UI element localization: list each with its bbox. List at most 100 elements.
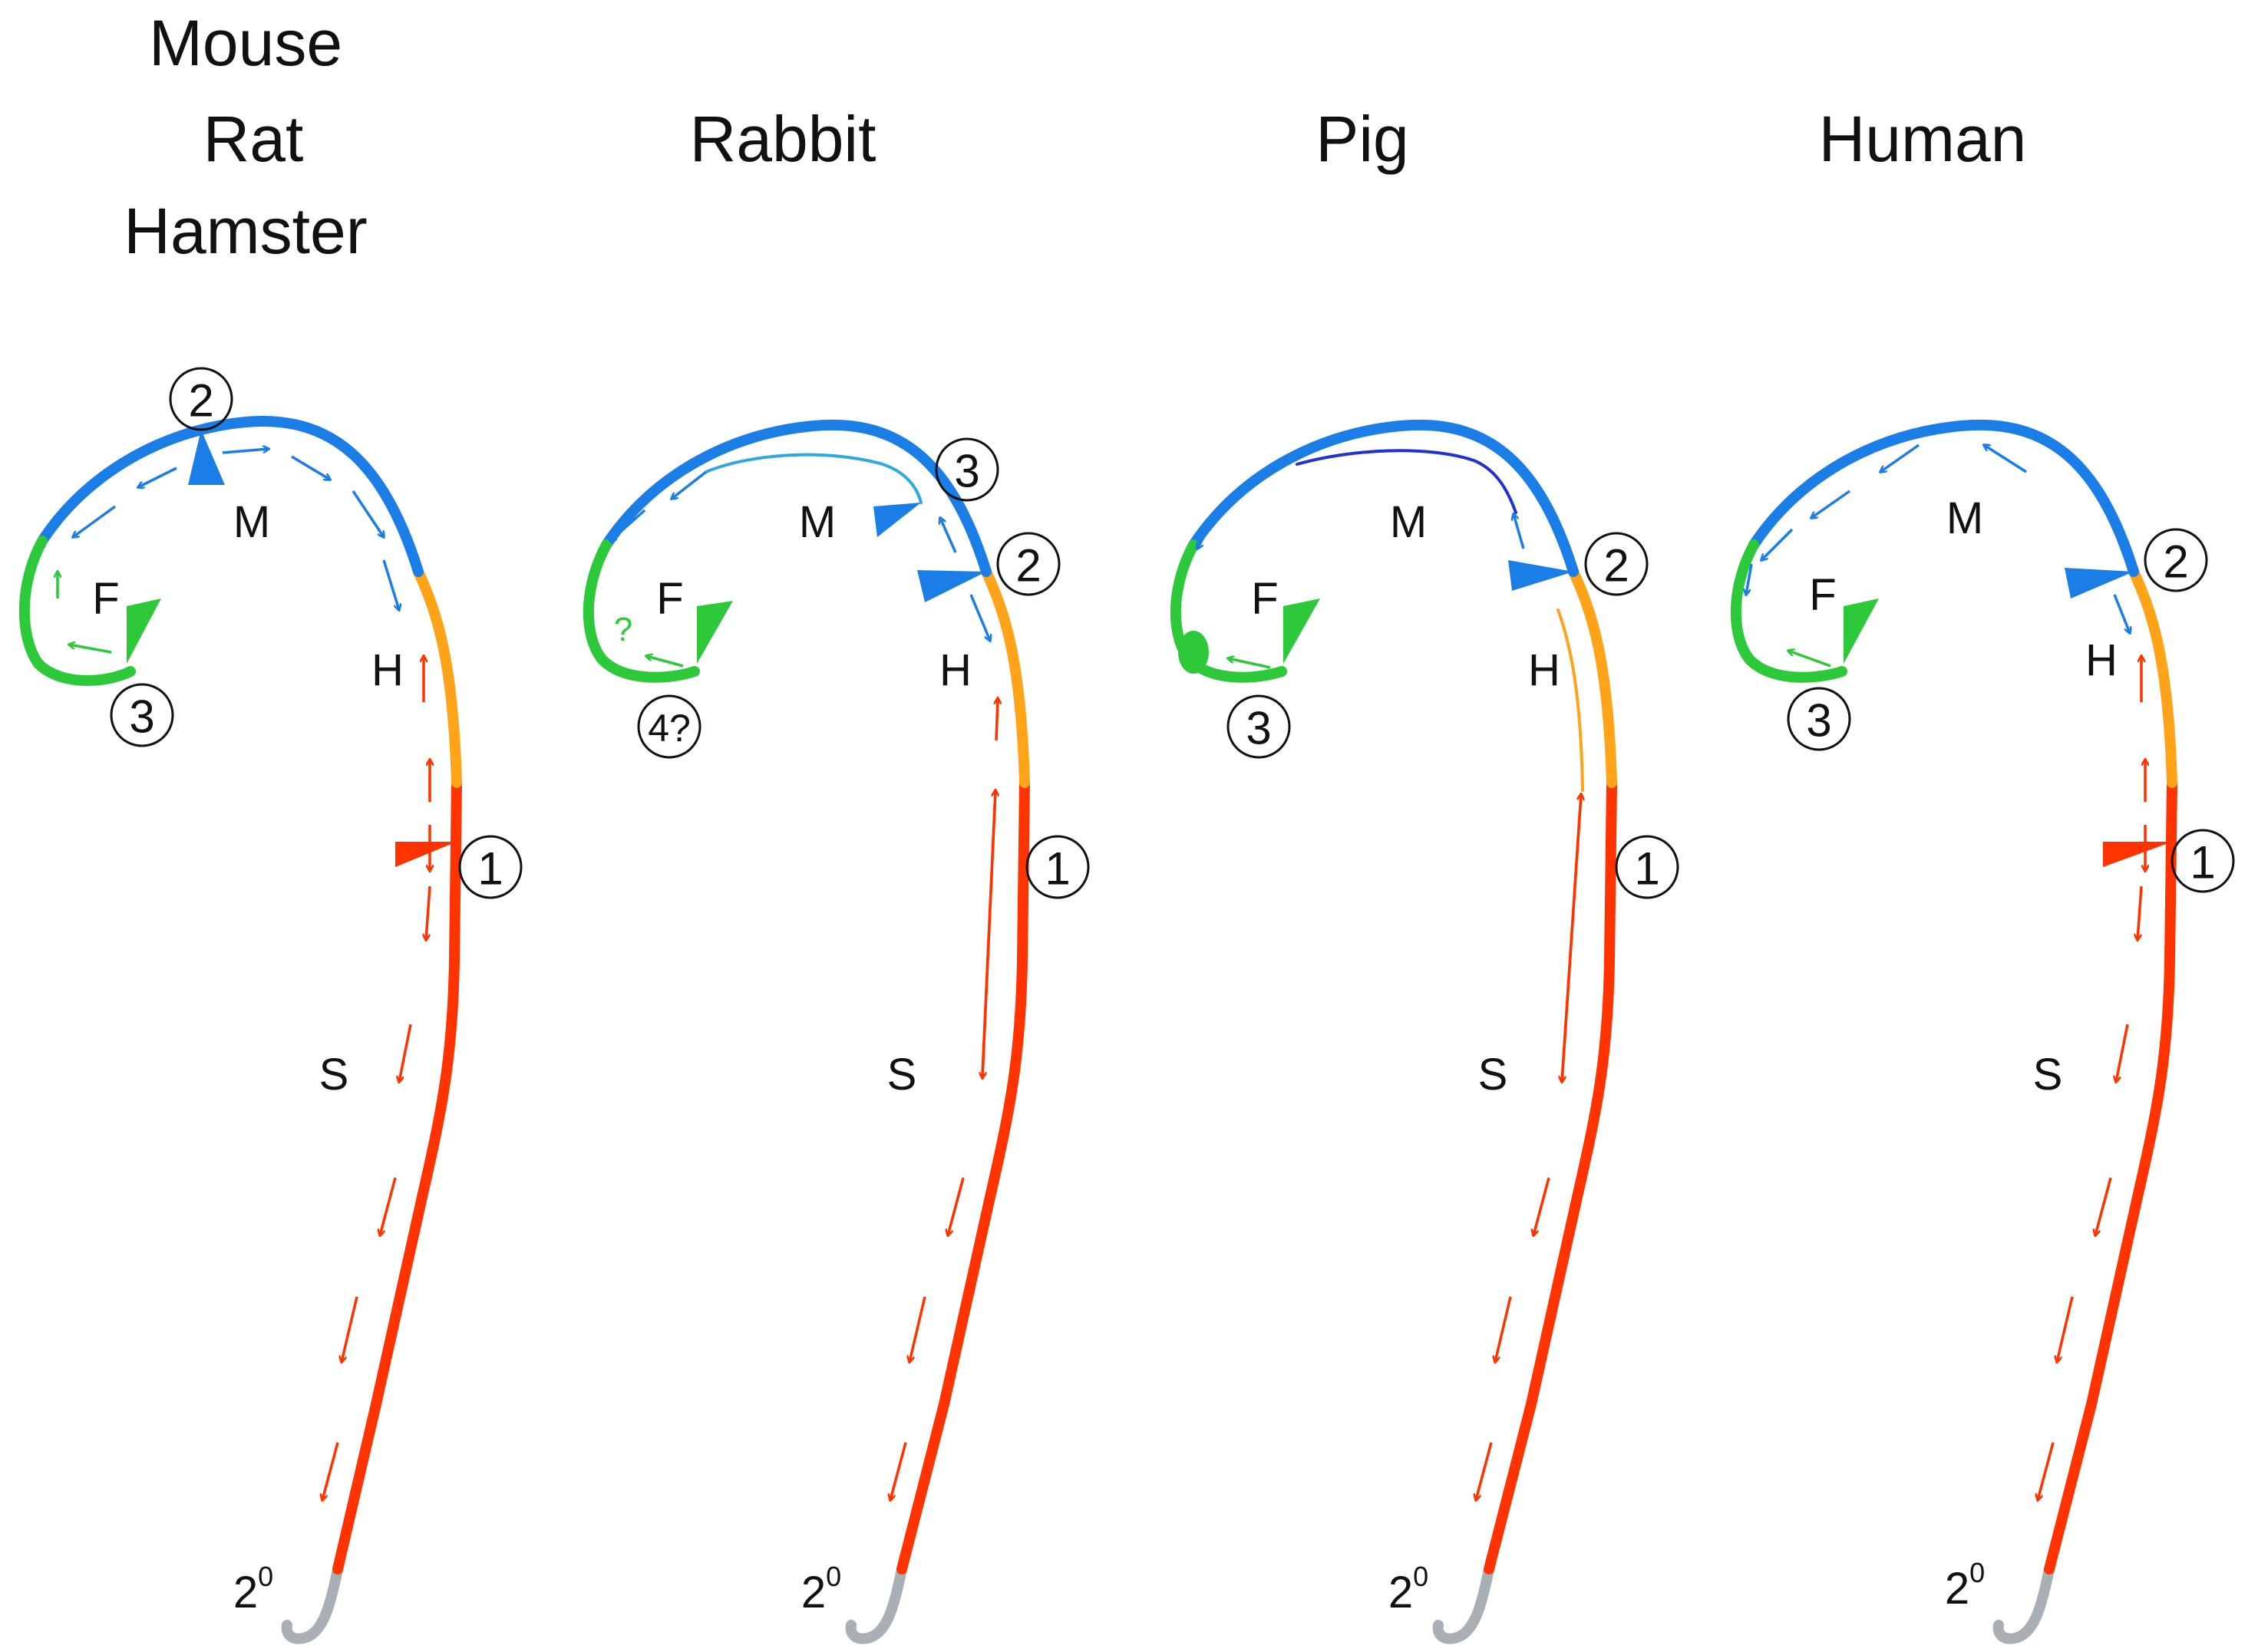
segment-label: F <box>1251 574 1278 624</box>
arrow <box>2038 1442 2055 1500</box>
panel-mouse: Mouse Rat Hamster <box>18 7 523 1644</box>
arrow <box>890 1442 907 1500</box>
arrow <box>222 449 269 454</box>
segment-F <box>583 539 700 683</box>
bulge <box>1178 631 1209 674</box>
arrow <box>1562 793 1583 1082</box>
segment-S <box>2044 777 2177 1575</box>
arrow <box>646 656 684 668</box>
segment-labels: S H M F 20 <box>1251 497 1560 1617</box>
epididymis-duct <box>583 419 1030 1644</box>
segment-labels: S H M F 20 <box>1809 493 2118 1614</box>
segment-F <box>18 536 136 686</box>
segment-tail <box>845 1564 907 1644</box>
segment-S <box>332 777 462 1575</box>
segment-M <box>37 416 424 577</box>
marker-circle <box>637 694 701 759</box>
segment-label: S <box>1478 1050 1508 1100</box>
segment-label: H <box>2085 635 2118 685</box>
arrow <box>1761 528 1794 560</box>
arrow <box>380 1177 397 1235</box>
arrow <box>322 1442 339 1500</box>
marker-number: 3 <box>129 691 154 743</box>
arrow <box>940 518 957 553</box>
segment-tail <box>281 1564 343 1644</box>
panel-title-line: Mouse <box>149 7 342 79</box>
numbered-markers <box>1787 528 2235 893</box>
arrow <box>1788 651 1831 668</box>
arrow <box>382 559 399 610</box>
segment-label: M <box>1390 497 1427 547</box>
arrow <box>69 645 112 654</box>
arrow <box>426 885 431 940</box>
panel-title: Pig <box>1316 103 1408 175</box>
tail-label: 20 <box>801 1561 841 1617</box>
segment-tail <box>1432 1564 1494 1644</box>
arrow <box>291 455 330 480</box>
segment-S <box>1484 777 1617 1575</box>
arrow <box>948 1177 965 1235</box>
segment-labels: S H M F 20 <box>92 497 404 1617</box>
marker-number: 2 <box>2163 536 2188 588</box>
marker-wedge <box>188 430 225 485</box>
segment-label: S <box>319 1050 349 1100</box>
marker-circle <box>935 437 999 502</box>
marker-number: 3 <box>1806 695 1831 747</box>
marker-wedges <box>1844 568 2172 867</box>
panel-title-line: Hamster <box>124 195 367 267</box>
arrow <box>1811 490 1851 518</box>
arrow <box>73 505 117 537</box>
marker-circle <box>110 683 174 747</box>
segment-H <box>2128 566 2177 788</box>
panel-title: Rabbit <box>690 103 876 175</box>
inner-orange-channel <box>1557 608 1584 792</box>
marker-wedges <box>127 430 457 867</box>
marker-circle <box>996 532 1061 596</box>
arrow <box>1495 1296 1512 1362</box>
panel-title-line: Rat <box>203 103 304 175</box>
marker-number: 1 <box>2190 837 2215 889</box>
segment-F <box>1730 539 1847 683</box>
arrow <box>2095 1177 2112 1235</box>
marker-wedges <box>1283 560 1573 664</box>
segment-M <box>1188 419 1579 577</box>
segment-label: S <box>887 1050 917 1100</box>
arrow <box>1880 444 1920 472</box>
marker-wedge <box>917 570 986 602</box>
segment-label: F <box>1809 570 1836 620</box>
inner-dark-blue-channel <box>1296 449 1517 514</box>
arrow <box>1514 514 1525 549</box>
panel-human: Human <box>1730 103 2235 1644</box>
marker-number: 4? <box>648 707 691 750</box>
tail-label: 20 <box>233 1561 273 1617</box>
marker-circle <box>458 835 523 899</box>
uncertainty-note: ? <box>614 611 632 648</box>
marker-wedge <box>697 601 733 664</box>
marker-wedge <box>2065 568 2134 598</box>
marker-wedge <box>1844 598 1879 664</box>
marker-circle <box>1615 835 1679 899</box>
arrow <box>2113 594 2130 633</box>
segment-label: M <box>233 497 270 547</box>
marker-wedge <box>873 503 921 537</box>
segment-M <box>601 419 992 577</box>
epididymis-duct <box>18 416 462 1644</box>
marker-wedge <box>1283 598 1320 664</box>
arrow <box>1228 658 1271 669</box>
segment-label: F <box>92 574 119 624</box>
arrow <box>672 470 708 499</box>
marker-circle <box>2144 528 2208 592</box>
panel-rabbit: Rabbit S <box>583 103 1090 1644</box>
numbered-markers <box>1226 532 1679 899</box>
segment-tail <box>1992 1564 2055 1644</box>
arrow <box>352 490 384 537</box>
segment-S <box>896 777 1030 1575</box>
arrow <box>1984 445 2027 473</box>
arrow <box>138 467 177 487</box>
segment-H <box>413 566 462 788</box>
tail-label: 20 <box>1388 1561 1428 1617</box>
arrow <box>1533 1177 1550 1235</box>
panel-title: Human <box>1819 103 2027 175</box>
segment-label: M <box>1946 493 1983 543</box>
marker-number: 3 <box>954 446 979 497</box>
